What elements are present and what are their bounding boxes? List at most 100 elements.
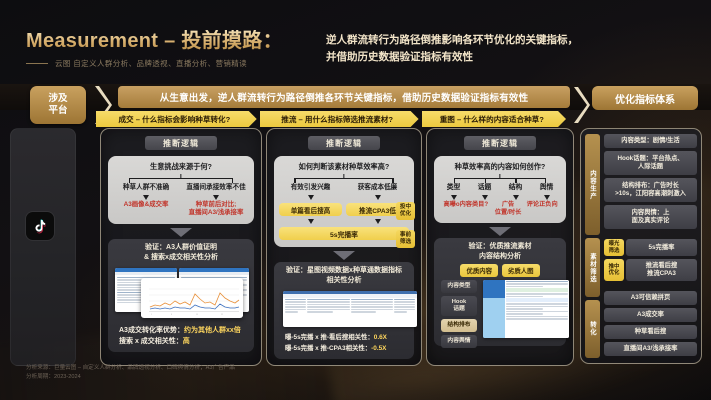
svg-text:8: 8	[171, 314, 172, 316]
panel-1-screenshots: 1 8 15 22	[113, 266, 249, 322]
system-hook-topic: Hook话题：平台热点、 人际话题	[604, 151, 697, 175]
svg-text:22: 22	[221, 314, 223, 316]
tiktok-logo-icon	[26, 212, 54, 240]
branch-bracket	[285, 174, 403, 183]
panel-1-conclusion-1: A3成交转化率优势：约为其他人群xx倍	[119, 325, 243, 336]
header-description: 逆人群流转行为路径倒推影响各环节优化的关键指标， 并借助历史数据验证指标有效性	[326, 32, 686, 66]
system-selection-optimize: 推中 优化 推流看后搜 推流CPA3	[604, 259, 697, 281]
panel-3-branch-4: 舆情	[539, 184, 554, 191]
panel-3-screenshots: 内容类型 Hook 话题 结构排布 内容舆情	[439, 280, 569, 348]
down-arrow-icon	[543, 195, 550, 200]
conclusion-value: -0.5X	[371, 345, 387, 352]
panel-1-branches: 种草人群不准确 直播间承接效率不佳	[113, 184, 249, 192]
panel-2-metric-2: 推流CPA3低	[346, 203, 409, 216]
line-chart-thumb[interactable]: 1 8 15 22	[141, 278, 243, 318]
tab-good-content[interactable]: 优质内容	[460, 264, 498, 277]
panel-2-side-tag-2: 事前 筛选	[396, 230, 415, 248]
conclusion-value: 0.6X	[373, 334, 387, 341]
header-subtitle-text: 云图 自定义人群分析、品牌透视、直播分析、营销精读	[55, 59, 248, 68]
tab-content[interactable]: 重图 – 什么样的内容适合种草?	[422, 111, 566, 127]
system-content-type: 内容类型：剧情/生活	[604, 134, 697, 148]
side-tag-label: 投中 优化	[396, 202, 415, 220]
panel-conversion: 推断逻辑 生意挑战来源于何? 种草人群不准确 直播间承接效率不佳 A3画像&成交…	[100, 128, 262, 366]
header-subtitle: 云图 自定义人群分析、品牌透视、直播分析、营销精读	[26, 58, 686, 69]
panel-1-conclusion-2: 搜索 x 成交相关性：高	[119, 336, 243, 347]
panel-2-side-tag-1: 投中 优化	[396, 202, 415, 220]
selection-optimize-label: 推中 优化	[604, 259, 624, 281]
panel-2-question: 如何判断该素材种草效率高?	[298, 162, 390, 171]
conclusion-label: 曝-5s完播 x 推-CPA3相关性：	[285, 345, 372, 352]
arrow-right-icon-2	[572, 84, 590, 126]
panel-3-metric-1: 高曝o内容类目?	[443, 201, 489, 208]
dimension-hook-topic[interactable]: Hook 话题	[441, 296, 477, 316]
tab-bad-content[interactable]: 劣质人图	[502, 264, 540, 277]
panel-3-branches: 类型 话题 结构 舆情	[439, 184, 561, 192]
rail-conversion: 转化	[585, 299, 600, 358]
panel-1-metric-2: 种草前后对比; 直播间A3/浅承接率	[188, 201, 244, 216]
panel-2-conclusion-1: 曝-5s完播 x 推-看后搜相关性：0.6X	[285, 332, 403, 343]
panel-2-screenshots	[279, 289, 417, 329]
down-arrow-icon	[307, 195, 314, 200]
down-arrow-icon	[450, 195, 457, 200]
table-screenshot-thumb[interactable]	[283, 291, 417, 327]
system-structure: 结构排布：广告时长 >10s，江阳容高潮刺激入	[604, 178, 697, 202]
panel-content: 推断逻辑 种草效率高的内容如何创作? 类型 话题 结构 舆情	[426, 128, 574, 366]
optimization-system-chip: 优化指标体系	[592, 86, 698, 110]
system-conv-4: 直播间A3/浅承接率	[604, 342, 697, 356]
down-arrow-icon	[307, 219, 314, 224]
panel-1-title: 推断逻辑	[145, 136, 217, 150]
side-tag-label: 事前 筛选	[396, 230, 415, 248]
panel-1-metrics: A3画像&成交率 种草前后对比; 直播间A3/浅承接率	[113, 201, 249, 217]
down-arrow-icon	[213, 195, 219, 200]
panel-2-conclusion-2: 曝-5s完播 x 推-CPA3相关性：-0.5X	[285, 343, 403, 354]
branch-bracket	[445, 174, 555, 183]
panel-1-verify-title: 验证：A3人群价值证明 & 搜索x成交相关性分析	[144, 244, 218, 261]
panel-1-metric-1: A3画像&成交率	[123, 201, 169, 208]
conclusion-value: 高	[182, 338, 190, 345]
panel-3-branch-2: 话题	[477, 184, 492, 191]
header-desc-line1: 逆人群流转行为路径倒推影响各环节优化的关键指标，	[326, 34, 578, 46]
down-arrow-icon	[374, 195, 381, 200]
dimension-content-type[interactable]: 内容类型	[441, 280, 477, 293]
panel-2-branches: 有效引发兴趣 获客成本低廉	[279, 184, 409, 192]
selection-optimize-value: 推流看后搜 推流CPA3	[626, 259, 697, 281]
panel-2-verify: 验证：星图视频数据x种草通数据指标 相关性分析	[274, 262, 417, 359]
panel-2-arrows	[279, 194, 409, 200]
panel-traffic: 推断逻辑 如何判断该素材种草效率高? 有效引发兴趣 获客成本低廉 单篇看后搜高 …	[266, 128, 422, 366]
panel-1-conclusions: A3成交转化率优势：约为其他人群xx倍 搜索 x 成交相关性：高	[119, 325, 243, 347]
panel-3-verify-title: 验证：优质推流素材 内容结构分析	[468, 243, 532, 260]
selection-exposure-value: 5s完播率	[626, 239, 697, 256]
footer-line-1: 分析来源：巨量云图 – 自定义人群分析、品牌透视分析、口碑舆情分析；A3广告产品	[26, 365, 235, 371]
panel-2-logic-box: 如何判断该素材种草效率高? 有效引发兴趣 获客成本低廉 单篇看后搜高 推流CPA…	[274, 156, 415, 248]
panel-1-logic-box: 生意挑战来源于何? 种草人群不准确 直播间承接效率不佳 A3画像&成交率 种草前…	[108, 156, 254, 224]
chevron-down-icon	[333, 251, 355, 260]
system-rails: 内容生产 素材筛选 转化	[585, 134, 600, 358]
system-sentiment: 内容舆情：上 面及真实评论	[604, 205, 697, 229]
tab-conversion[interactable]: 成交 – 什么指标会影响种草转化?	[96, 111, 257, 127]
main-banner: 从生意出发，逆人群流转行为路径倒推各环节关键指标，借助历史数据验证指标有效性	[118, 86, 570, 108]
panel-2-branch-2: 获客成本低廉	[357, 184, 398, 191]
conclusion-label: 搜索 x 成交相关性：	[119, 338, 183, 345]
selection-exposure-label: 曝光 筛选	[604, 239, 624, 256]
system-items: 内容类型：剧情/生活 Hook话题：平台热点、 人际话题 结构排布：广告时长 >…	[604, 134, 697, 358]
system-conv-3: 种草看后搜	[604, 325, 697, 339]
panel-1-branch-1: 种草人群不准确	[122, 184, 170, 191]
platform-chip: 涉及 平台	[30, 86, 86, 124]
panel-3-question: 种草效率高的内容如何创作?	[454, 162, 546, 171]
tab-traffic[interactable]: 推流 – 用什么指标筛选推流素材?	[260, 111, 419, 127]
panel-3-arrows	[439, 194, 561, 200]
table-screenshot-thumb[interactable]	[483, 280, 569, 338]
rail-content-production: 内容生产	[585, 134, 600, 236]
panel-2-branch-1: 有效引发兴趣	[290, 184, 331, 191]
platform-chip-line1: 涉及	[48, 93, 68, 104]
dimension-sentiment[interactable]: 内容舆情	[441, 335, 477, 348]
question-tabs: 成交 – 什么指标会影响种草转化? 推流 – 用什么指标筛选推流素材? 重图 –…	[96, 111, 566, 127]
panel-2-arrows-2	[279, 218, 409, 224]
footer-notes: 分析来源：巨量云图 – 自定义人群分析、品牌透视分析、口碑舆情分析；A3广告产品…	[26, 364, 446, 381]
panel-2-completion-metric: 5s完播率	[279, 227, 409, 240]
panel-2-conclusions: 曝-5s完播 x 推-看后搜相关性：0.6X 曝-5s完播 x 推-CPA3相关…	[285, 332, 403, 354]
conclusion-label: 曝-5s完播 x 推-看后搜相关性：	[285, 334, 374, 341]
dimension-structure[interactable]: 结构排布	[441, 319, 477, 332]
footer-line-2: 分析周期：2023-2024	[26, 373, 81, 380]
